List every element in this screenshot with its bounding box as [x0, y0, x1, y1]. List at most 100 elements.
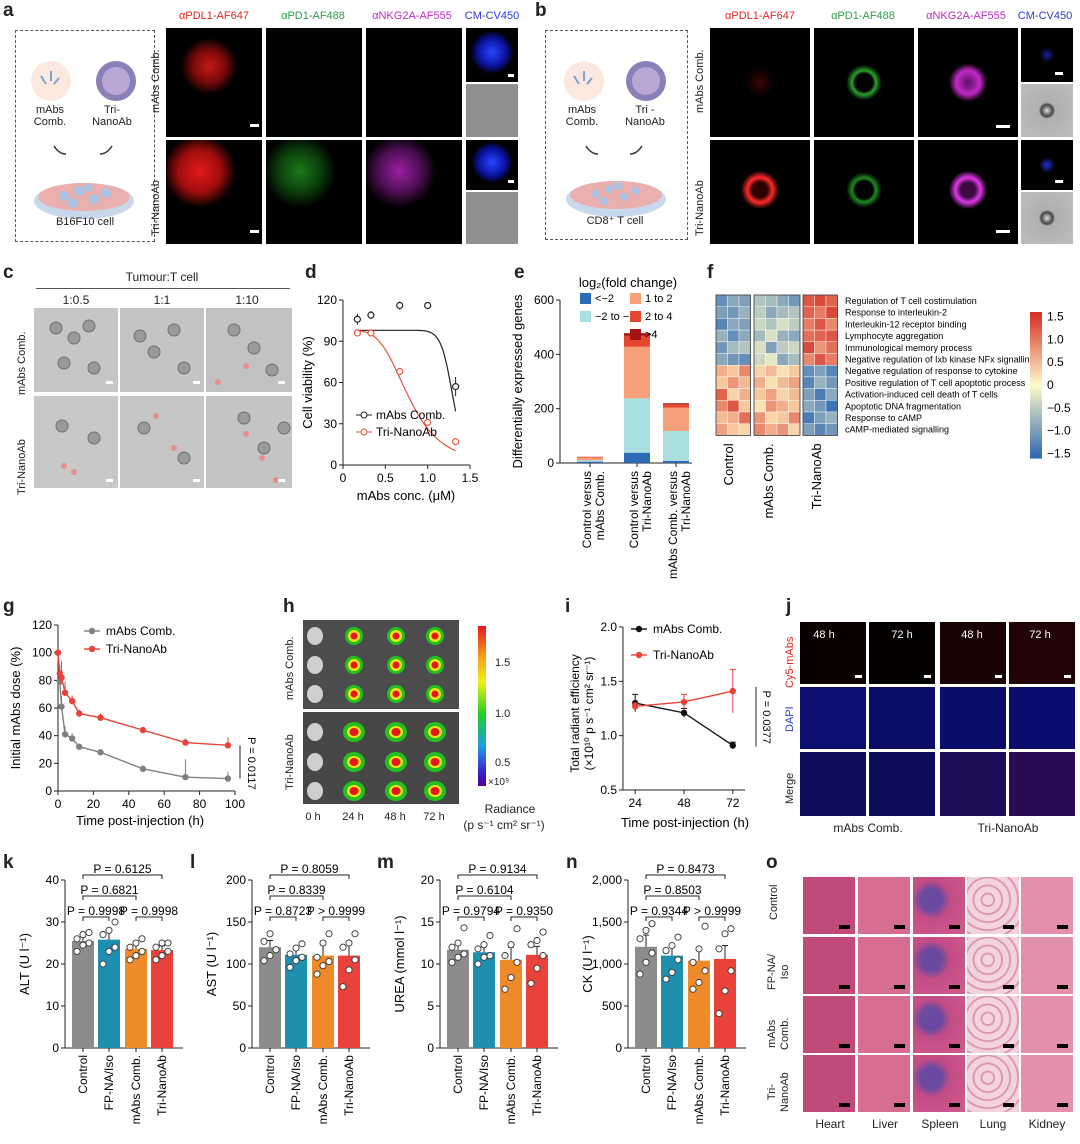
data-point [313, 953, 321, 961]
ivis-row-tri: Tri-NanoAb [284, 734, 296, 790]
scale-bar [855, 675, 862, 678]
panel-c-row-tri: Tri-NanoAb [16, 439, 28, 495]
scale-bar [894, 985, 905, 989]
j-cy5-1 [800, 622, 866, 684]
data-point [139, 726, 147, 734]
heatmap-cell [788, 400, 801, 413]
p-value-label: P = 0.9794 [442, 904, 500, 918]
p-value-label: P = 0.9344 [630, 904, 688, 918]
micro-a-tri-pdl1 [166, 140, 262, 244]
data-point [351, 956, 359, 964]
data-point [298, 953, 306, 961]
data-point [345, 966, 353, 974]
scale-bar [1003, 985, 1014, 989]
heatmap-group-box [753, 294, 801, 436]
o-row-fpna: FP-NA/ Iso [766, 953, 791, 990]
ivis-signal [350, 690, 358, 698]
data-point [727, 967, 735, 975]
panel-c-cells [49, 319, 291, 483]
bar [447, 949, 469, 1048]
bar [98, 939, 120, 1048]
panel-c-title: Tumour:T cell [125, 270, 199, 284]
x-tick-label: 0 [340, 471, 347, 485]
x-category-label: FP-NA/Iso [665, 1055, 679, 1111]
heatmap-group-label: Control [721, 443, 736, 485]
panel-label-m: m [377, 852, 394, 873]
y-tick-label: 1.0 [600, 729, 617, 743]
colorbar-step [1030, 394, 1042, 398]
p-value-bracket [457, 874, 538, 879]
colorbar-tick: −1.0 [1047, 424, 1071, 438]
y-axis-label: Cell viability (%) [300, 336, 315, 428]
scale-bar [949, 985, 960, 989]
colorbar-step [1030, 353, 1042, 357]
y-tick-label: 0 [547, 456, 554, 470]
x-category-label: Tri-NanoAb [718, 1055, 732, 1116]
o-row-tri: Tri- NanoAb [766, 1072, 791, 1112]
legend-marker [635, 651, 643, 659]
heatmap-cell [738, 353, 751, 366]
colorbar-step [1030, 455, 1042, 459]
channel-a-pdl1: αPDL1-AF647 [179, 10, 249, 22]
colorbar-step [1030, 326, 1042, 330]
heatmap-cell [814, 364, 827, 378]
histology-image [967, 996, 1019, 1053]
data-point [224, 742, 232, 749]
data-point [396, 367, 404, 376]
heatmap-row-label: Activation-induced cell death of T cells [845, 390, 998, 400]
j-cy5-3 [940, 622, 1006, 684]
micro-b-tri-pd1 [814, 140, 914, 244]
heatmap-cell [715, 400, 728, 413]
y-tick-label: 1,000 [592, 957, 622, 971]
panel-label-i: i [565, 596, 571, 617]
heatmap-cell [825, 388, 838, 401]
heatmap-cell [738, 294, 751, 307]
bar [151, 950, 173, 1048]
schematic-a-tri: Tri- NanoAb [92, 104, 132, 128]
chart-d: 0 30 60 90 120 0 0.5 1.0 1.5 mAbs conc. (μM) Cell … [300, 293, 479, 503]
p-value-label: P = 0.8473 [656, 862, 714, 876]
micro-b-mabs-cv450 [1021, 28, 1073, 82]
panel-c-img [120, 396, 204, 488]
o-organ-heart: Heart [815, 1117, 845, 1131]
heatmap-cell [727, 294, 740, 307]
heatmap-cell [727, 388, 740, 401]
panel-c-ratio-2: 1:1 [153, 293, 171, 307]
bar [72, 940, 94, 1048]
heatmap-cell [814, 376, 827, 389]
micro-b-tri-cv450 [1021, 140, 1073, 190]
p-value-bracket [82, 916, 110, 921]
heatmap-cell [753, 376, 766, 389]
micro-b-tri-pdl1 [710, 140, 810, 244]
chart-g: 0 20 40 60 80 100 120 0 20 40 60 80 100 Time post-inj… [8, 618, 257, 828]
data-point [126, 956, 134, 964]
panel-label-c: c [3, 262, 14, 283]
colorbar-step [1030, 404, 1042, 408]
colorbar-step [1030, 385, 1042, 389]
legend-label: 2 to 4 [645, 311, 673, 323]
y-axis-label: UREA (mmol l⁻¹) [392, 915, 407, 1012]
stacked-bar-segment [577, 461, 603, 463]
heatmap-cell [727, 306, 740, 319]
x-category-label: Control versusmAbs Comb. [580, 471, 607, 548]
scale-bar [996, 230, 1010, 233]
data-point [486, 952, 494, 960]
x-tick-label: 1.0 [419, 471, 436, 485]
scale-bar [839, 925, 850, 929]
data-point [105, 926, 113, 934]
panel-c-img [206, 396, 292, 488]
legend-label: −2 to −1 [595, 311, 635, 323]
heatmap-cell [788, 388, 801, 401]
x-category-label: FP-NA/Iso [477, 1055, 491, 1111]
histology-image [803, 996, 855, 1053]
scale-bar [894, 925, 905, 929]
heatmap-cell [727, 376, 740, 389]
histology-image [967, 877, 1019, 934]
colorbar-step [1030, 416, 1042, 420]
colorbar-step [1030, 411, 1042, 415]
y-tick-label: 200 [226, 873, 246, 887]
data-point [674, 956, 682, 964]
scale-bar [894, 1044, 905, 1048]
data-point [674, 933, 682, 941]
chart-m: 0 5 10 15 20 UREA (mmol l⁻¹) Control FP-NA/Iso m… [392, 862, 558, 1124]
